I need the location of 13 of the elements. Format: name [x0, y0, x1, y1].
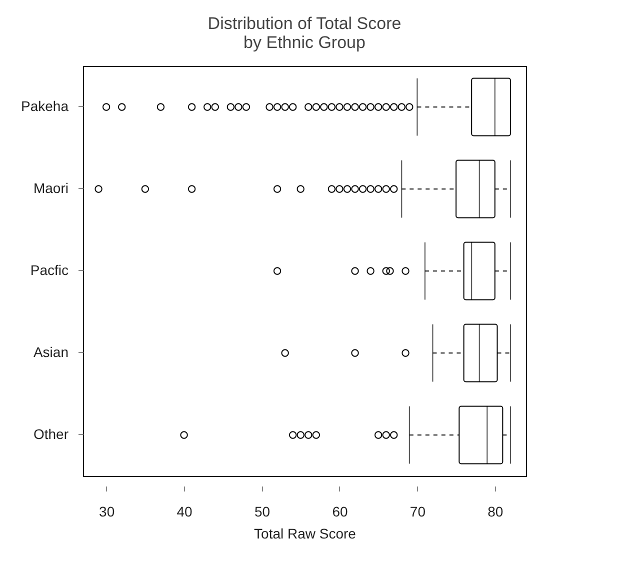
y-tick-label: Pacfic — [30, 262, 68, 278]
x-tick-label: 70 — [410, 504, 426, 520]
y-tick-label: Asian — [33, 344, 68, 360]
x-tick-label: 60 — [332, 504, 348, 520]
x-tick-label: 50 — [254, 504, 270, 520]
chart-title: Distribution of Total Score by Ethnic Group — [208, 14, 402, 52]
y-tick-label: Maori — [33, 180, 68, 196]
x-tick-label: 80 — [488, 504, 504, 520]
x-axis-title: Total Raw Score — [254, 526, 356, 542]
y-tick-label: Pakeha — [21, 98, 69, 114]
y-tick-label: Other — [33, 426, 69, 442]
x-tick-label: 40 — [176, 504, 193, 520]
x-tick-label: 30 — [99, 504, 115, 520]
